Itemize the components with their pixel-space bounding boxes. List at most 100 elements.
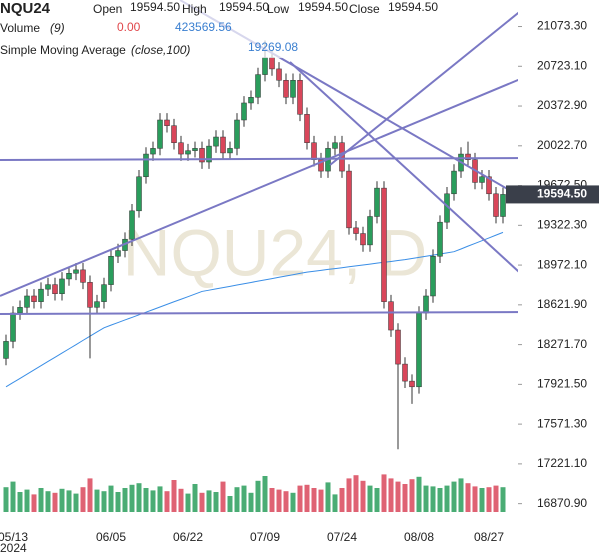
y-tick-label: 20372.90 <box>537 98 587 112</box>
y-tick-label: 17221.10 <box>537 456 587 470</box>
candle-body <box>248 97 254 104</box>
trend-line <box>289 61 531 283</box>
candle-body <box>283 80 289 98</box>
x-tick-label: 06/22 <box>173 530 203 544</box>
candle-body <box>367 216 373 246</box>
watermark: NQU24, D <box>123 215 427 289</box>
candle-body <box>465 153 471 160</box>
volume-legend: Volume <box>0 21 40 35</box>
candle-body <box>500 194 506 217</box>
legend-bg <box>0 0 450 58</box>
volume-bar <box>381 474 387 512</box>
candle-body <box>290 80 296 98</box>
candle-body <box>45 284 51 290</box>
sma-legend: Simple Moving Average <box>0 43 126 57</box>
candle-body <box>304 114 310 143</box>
candle-body <box>66 273 72 280</box>
volume-bar <box>472 486 478 512</box>
volume-bar <box>24 489 30 512</box>
volume-bar <box>10 481 16 512</box>
candle-body <box>17 307 23 314</box>
candle-body <box>178 142 184 155</box>
volume-bar <box>465 483 471 512</box>
y-tick-label: 18621.90 <box>537 297 587 311</box>
volume-bar <box>416 476 422 512</box>
volume-bar <box>318 489 324 512</box>
ohlc-label: High <box>182 2 207 16</box>
candle-body <box>381 187 387 302</box>
volume-bar <box>150 490 156 512</box>
volume-bar <box>185 493 191 512</box>
candle-body <box>479 176 485 183</box>
volume-bar <box>213 492 219 512</box>
candle-body <box>332 142 338 149</box>
volume-bar <box>38 488 44 512</box>
volume-bar <box>458 478 464 512</box>
candle-body <box>206 145 212 163</box>
price-tag-label: 19594.50 <box>537 187 587 201</box>
volume-bar <box>136 483 142 512</box>
trend-line <box>329 4 529 166</box>
volume-bar <box>248 492 254 512</box>
candle-body <box>374 187 380 217</box>
volume-bar <box>437 488 443 512</box>
volume-bar <box>276 489 282 512</box>
trend-line <box>0 311 531 315</box>
ohlc-label: Open <box>93 2 122 16</box>
symbol: NQU24 <box>0 0 51 17</box>
candle-body <box>164 119 170 126</box>
candle-body <box>437 221 443 257</box>
candle-body <box>360 233 366 246</box>
volume-bar <box>339 488 345 512</box>
candle-body <box>157 119 163 149</box>
candle-body <box>227 148 233 154</box>
candle-body <box>80 269 86 283</box>
y-tick-label: 21073.30 <box>537 19 587 33</box>
volume-bar <box>409 479 415 512</box>
candle-body <box>24 295 30 308</box>
volume-bar <box>262 476 268 512</box>
volume-bar <box>325 482 331 512</box>
volume-bar <box>374 488 380 512</box>
volume-bar <box>108 485 114 512</box>
candle-body <box>171 125 177 143</box>
candle-body <box>185 150 191 155</box>
volume-bar <box>143 488 149 512</box>
volume-bar <box>479 488 485 512</box>
candle-body <box>402 363 408 382</box>
candle-body <box>94 301 100 308</box>
volume-bar <box>493 485 499 512</box>
volume-bar <box>297 485 303 512</box>
x-tick-label: 08/27 <box>474 530 504 544</box>
volume-bar <box>45 491 51 512</box>
ohlc-value: 19594.50 <box>298 0 348 14</box>
x-tick-label: 06/05 <box>96 530 126 544</box>
volume-bar <box>94 489 100 512</box>
volume-param: (9) <box>50 21 65 35</box>
trend-line <box>0 74 531 297</box>
volume-bar <box>486 487 492 512</box>
plot-back <box>3 474 506 512</box>
candle-body <box>430 255 436 297</box>
sma-param: (close,100) <box>131 43 190 57</box>
volume-bar <box>171 480 177 512</box>
volume-bar <box>59 488 65 512</box>
volume-bar <box>31 494 37 512</box>
volume-bar <box>332 494 338 512</box>
candle-body <box>255 74 261 98</box>
candle-body <box>192 148 198 151</box>
candle-body <box>199 148 205 163</box>
volume-bar <box>199 492 205 512</box>
x-tick-label: 08/08 <box>404 530 434 544</box>
volume-bar <box>66 490 72 512</box>
candle-body <box>416 312 422 388</box>
plot <box>3 40 506 450</box>
candle-body <box>87 282 93 308</box>
candle-body <box>297 80 303 115</box>
ohlc-label: Low <box>267 2 289 16</box>
candle-body <box>220 136 226 154</box>
candle-body <box>234 119 240 149</box>
volume-bar <box>430 486 436 512</box>
ohlc-value: 19594.50 <box>130 0 180 14</box>
